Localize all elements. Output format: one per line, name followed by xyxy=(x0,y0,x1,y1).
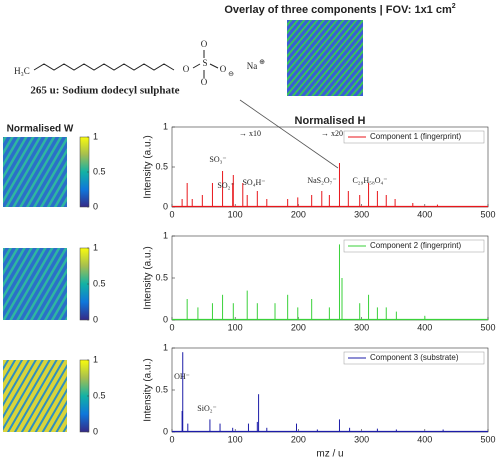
legend-box xyxy=(343,239,485,253)
bond xyxy=(192,63,201,69)
colorbar-tick-label: 1 xyxy=(93,131,98,141)
atom: O xyxy=(201,77,208,87)
x-tick-label: 100 xyxy=(228,209,243,219)
x-tick-label: 400 xyxy=(417,434,432,444)
x-tick-label: 100 xyxy=(228,434,243,444)
annotation: → x10 xyxy=(239,129,261,138)
y-tick-label: 0.5 xyxy=(155,272,168,282)
bond xyxy=(209,63,219,69)
colorbar-tick-label: 1 xyxy=(93,242,98,252)
atom: S xyxy=(202,58,207,68)
x-tick-label: 500 xyxy=(480,209,495,219)
legend-box xyxy=(343,351,485,365)
legend-box xyxy=(343,130,485,144)
overlay-arrow xyxy=(239,99,339,169)
legend-label: Component 3 (substrate) xyxy=(370,353,459,362)
w-title: Normalised W xyxy=(7,124,74,135)
w-map xyxy=(3,137,67,207)
annotation: NaS₂O₇⁻ xyxy=(307,176,336,185)
annotation: OH⁻ xyxy=(174,372,190,381)
h-title: Normalised H xyxy=(295,115,366,127)
overlay-superscript: 2 xyxy=(452,3,456,10)
x-tick-label: 100 xyxy=(228,322,243,332)
x-tick-label: 200 xyxy=(291,434,306,444)
y-tick-label: 0.5 xyxy=(155,161,168,171)
y-tick-label: 0 xyxy=(163,426,168,436)
w-map xyxy=(3,248,67,320)
x-tick-label: 400 xyxy=(417,209,432,219)
x-tick-label: 500 xyxy=(480,434,495,444)
colorbar-tick-label: 0 xyxy=(93,314,98,324)
charge: ⊕ xyxy=(259,59,265,66)
y-tick-label: 0 xyxy=(163,314,168,324)
atom: O xyxy=(183,64,190,74)
legend-label: Component 2 (fingerprint) xyxy=(370,241,461,250)
x-tick-label: 500 xyxy=(480,322,495,332)
colorbar-tick-label: 1 xyxy=(93,354,98,364)
x-axis-label: mz / u xyxy=(316,449,343,460)
y-axis-label: Intensity (a.u.) xyxy=(143,246,154,309)
x-tick-label: 200 xyxy=(291,209,306,219)
y-tick-label: 1 xyxy=(163,121,168,131)
x-tick-label: 300 xyxy=(354,434,369,444)
annotation: SiO₂⁻ xyxy=(197,404,216,413)
x-tick-label: 200 xyxy=(291,322,306,332)
colorbar-tick-label: 0.5 xyxy=(93,166,106,176)
y-axis-label: Intensity (a.u.) xyxy=(143,358,154,421)
legend-label: Component 1 (fingerprint) xyxy=(370,132,461,141)
y-tick-label: 1 xyxy=(163,342,168,352)
y-tick-label: 0.5 xyxy=(155,384,168,394)
atom: O xyxy=(201,39,208,49)
y-axis-label: Intensity (a.u.) xyxy=(143,135,154,198)
colorbar-tick-label: 0.5 xyxy=(93,278,106,288)
colorbar-tick-label: 0.5 xyxy=(93,390,106,400)
x-tick-label: 300 xyxy=(354,322,369,332)
annotation: C₂₉H₅₈O₄⁻ xyxy=(352,176,387,185)
annotation: SO₂⁻ xyxy=(217,181,234,190)
colorbar-tick-label: 0 xyxy=(93,201,98,211)
y-tick-label: 0 xyxy=(163,201,168,211)
x-tick-label: 400 xyxy=(417,322,432,332)
x-tick-label: 0 xyxy=(169,322,174,332)
annotation: → x20 xyxy=(321,129,343,138)
molecule-label: 265 u: Sodium dodecyl sulphate xyxy=(30,85,179,97)
annotation: SO₃⁻ xyxy=(209,155,226,164)
molecule-tail: H₃C xyxy=(14,66,30,76)
colorbar-tick-label: 0 xyxy=(93,426,98,436)
overlay-title-text: Overlay of three components | FOV: 1x1 c… xyxy=(224,4,452,16)
x-tick-label: 300 xyxy=(354,209,369,219)
w-map xyxy=(3,360,67,432)
atom: O xyxy=(220,64,227,74)
x-tick-label: 0 xyxy=(169,434,174,444)
overlay-title: Overlay of three components | FOV: 1x1 c… xyxy=(224,3,455,16)
x-tick-label: 0 xyxy=(169,209,174,219)
overlay-image xyxy=(287,20,363,96)
charge: ⊖ xyxy=(228,71,234,78)
atom: Na xyxy=(247,61,258,71)
annotation: SO₄H⁻ xyxy=(242,178,265,187)
y-tick-label: 1 xyxy=(163,230,168,240)
molecule-chain xyxy=(33,63,175,71)
